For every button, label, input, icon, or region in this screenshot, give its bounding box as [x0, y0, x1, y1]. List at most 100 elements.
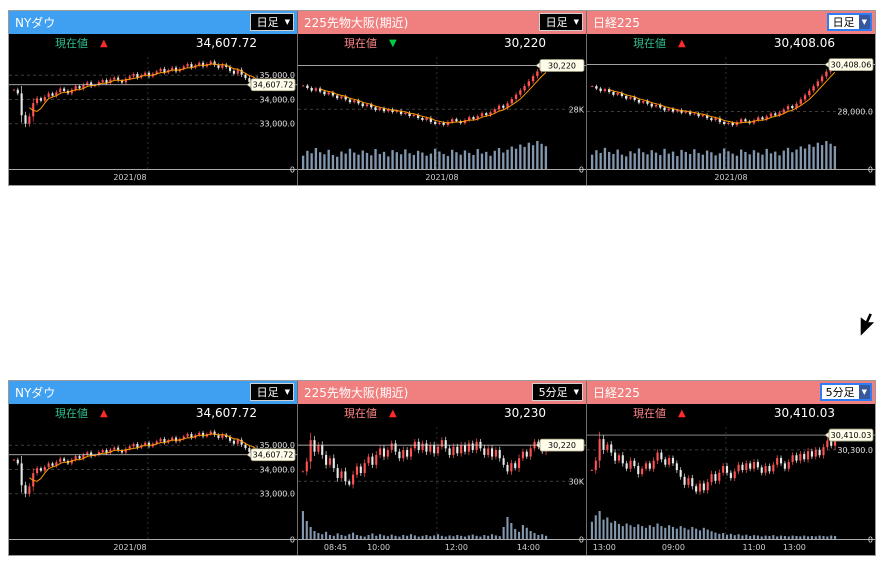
- chart-canvas[interactable]: 28,000.0 0 30,408.06 2021/08: [587, 53, 875, 185]
- svg-text:30,410.03: 30,410.03: [831, 431, 872, 440]
- sw-arrow-cursor-icon: [859, 311, 880, 339]
- current-price-value: 30,230: [504, 406, 546, 421]
- current-price-label: 現在値: [633, 37, 666, 51]
- panel-nikkei225: 日経225 5分足 ▼ 現在値 ▲ 30,410.03 30,300.0 0 30,…: [587, 381, 875, 555]
- price-volume-chart: 35,000.0 34,000.0 33,000.0 0 34,607.72 2021/0…: [9, 57, 297, 182]
- current-price-label: 現在値: [633, 407, 666, 421]
- svg-text:08:45: 08:45: [324, 543, 347, 552]
- svg-text:14:00: 14:00: [517, 543, 540, 552]
- svg-text:0: 0: [290, 536, 295, 545]
- panel-nk225-futures-osaka: 225先物大阪(期近) 日足 ▼ 現在値 ▼ 30,220 28K 0 30,220…: [298, 11, 586, 185]
- svg-text:34,000.0: 34,000.0: [259, 465, 295, 474]
- price-info-row: 現在値 ▼ 30,220: [298, 33, 586, 53]
- svg-text:30,300.0: 30,300.0: [837, 446, 873, 455]
- svg-text:0: 0: [579, 536, 584, 545]
- price-info-row: 現在値 ▲ 30,230: [298, 403, 586, 423]
- chevron-down-icon: ▼: [284, 388, 290, 397]
- panel-title: NYダウ: [15, 15, 56, 30]
- svg-text:0: 0: [579, 166, 584, 175]
- direction-triangle-icon: ▲: [678, 407, 686, 419]
- timeframe-value: 5分足: [825, 386, 855, 400]
- panel-header: 日経225 日足 ▼: [587, 11, 875, 34]
- timeframe-dropdown[interactable]: 日足 ▼: [249, 383, 294, 402]
- chevron-down-icon: ▼: [573, 388, 579, 397]
- chart-canvas[interactable]: 30,300.0 0 30,410.03 13:00 09:00 11:00 13:00: [587, 423, 875, 555]
- price-info-row: 現在値 ▲ 30,410.03: [587, 403, 875, 423]
- panel-nk225-futures-osaka: 225先物大阪(期近) 5分足 ▼ 現在値 ▲ 30,230 30K 0 30,22…: [298, 381, 586, 555]
- price-info-row: 現在値 ▲ 30,408.06: [587, 33, 875, 53]
- direction-triangle-icon: ▼: [389, 37, 397, 49]
- timeframe-dropdown[interactable]: 5分足 ▼: [819, 383, 872, 402]
- svg-text:2021/08: 2021/08: [714, 173, 747, 182]
- panel-header: 日経225 5分足 ▼: [587, 381, 875, 404]
- svg-text:30K: 30K: [569, 477, 585, 486]
- svg-text:34,607.72: 34,607.72: [253, 451, 294, 460]
- price-info-row: 現在値 ▲ 34,607.72: [9, 33, 297, 53]
- svg-text:35,000.0: 35,000.0: [259, 71, 295, 80]
- timeframe-value: 日足: [256, 386, 279, 400]
- panel-ny-dow: NYダウ 日足 ▼ 現在値 ▲ 34,607.72 35,000.0 34,000…: [9, 11, 297, 185]
- price-info-row: 現在値 ▲ 34,607.72: [9, 403, 297, 423]
- svg-text:0: 0: [868, 166, 873, 175]
- svg-text:34,000.0: 34,000.0: [259, 95, 295, 104]
- svg-text:28,000.0: 28,000.0: [837, 108, 873, 117]
- svg-text:2021/08: 2021/08: [113, 543, 146, 552]
- current-price-label: 現在値: [55, 37, 88, 51]
- svg-text:10:00: 10:00: [367, 543, 390, 552]
- panel-header: NYダウ 日足 ▼: [9, 11, 297, 34]
- panel-header: 225先物大阪(期近) 日足 ▼: [298, 11, 586, 34]
- chevron-down-icon: ▼: [573, 18, 579, 27]
- chevron-down-icon: ▼: [284, 18, 290, 27]
- panel-title: 225先物大阪(期近): [304, 385, 409, 400]
- chevron-down-icon: ▼: [858, 15, 870, 30]
- current-price-label: 現在値: [55, 407, 88, 421]
- chart-strip-bottom: NYダウ 日足 ▼ 現在値 ▲ 34,607.72 35,000.0 34,000…: [8, 380, 876, 556]
- svg-text:28K: 28K: [569, 105, 585, 114]
- direction-triangle-icon: ▲: [100, 407, 108, 419]
- svg-text:33,000.0: 33,000.0: [259, 490, 295, 499]
- svg-text:13:00: 13:00: [593, 543, 616, 552]
- panel-title: 日経225: [593, 15, 640, 30]
- svg-text:33,000.0: 33,000.0: [259, 120, 295, 129]
- panel-ny-dow: NYダウ 日足 ▼ 現在値 ▲ 34,607.72 35,000.0 34,000…: [9, 381, 297, 555]
- svg-text:0: 0: [290, 166, 295, 175]
- panel-header: 225先物大阪(期近) 5分足 ▼: [298, 381, 586, 404]
- timeframe-dropdown[interactable]: 日足 ▼: [826, 13, 872, 32]
- chart-strip-top: NYダウ 日足 ▼ 現在値 ▲ 34,607.72 35,000.0 34,000…: [8, 10, 876, 186]
- timeframe-dropdown[interactable]: 5分足 ▼: [531, 383, 583, 402]
- current-price-value: 30,410.03: [773, 406, 835, 421]
- current-price-value: 34,607.72: [195, 406, 257, 421]
- chevron-down-icon: ▼: [858, 385, 870, 400]
- price-volume-chart: 30,300.0 0 30,410.03 13:00 09:00 11:00 13:00: [587, 427, 875, 552]
- chart-canvas[interactable]: 30K 0 30,220 08:45 10:00 12:00 14:00: [298, 423, 586, 555]
- current-price-value: 30,220: [504, 36, 546, 51]
- chart-canvas[interactable]: 35,000.0 34,000.0 33,000.0 0 34,607.72 2021/0…: [9, 53, 297, 185]
- svg-text:30,408.06: 30,408.06: [831, 61, 872, 70]
- chart-canvas[interactable]: 28K 0 30,220 2021/08: [298, 53, 586, 185]
- timeframe-value: 日足: [545, 16, 568, 30]
- svg-text:30,220: 30,220: [548, 61, 576, 70]
- svg-text:0: 0: [868, 536, 873, 545]
- panel-title: NYダウ: [15, 385, 56, 400]
- timeframe-value: 日足: [256, 16, 279, 30]
- svg-text:30,220: 30,220: [548, 441, 576, 450]
- panel-header: NYダウ 日足 ▼: [9, 381, 297, 404]
- svg-text:12:00: 12:00: [445, 543, 468, 552]
- price-volume-chart: 35,000.0 34,000.0 33,000.0 0 34,607.72 2021/0…: [9, 427, 297, 552]
- price-volume-chart: 28K 0 30,220 2021/08: [298, 57, 586, 182]
- current-price-label: 現在値: [344, 37, 377, 51]
- svg-text:2021/08: 2021/08: [425, 173, 458, 182]
- direction-triangle-icon: ▲: [678, 37, 686, 49]
- panel-title: 225先物大阪(期近): [304, 15, 409, 30]
- svg-text:35,000.0: 35,000.0: [259, 441, 295, 450]
- chart-canvas[interactable]: 35,000.0 34,000.0 33,000.0 0 34,607.72 2021/0…: [9, 423, 297, 555]
- svg-text:11:00: 11:00: [743, 543, 766, 552]
- timeframe-dropdown[interactable]: 日足 ▼: [538, 13, 583, 32]
- direction-triangle-icon: ▲: [389, 407, 397, 419]
- current-price-value: 34,607.72: [195, 36, 257, 51]
- svg-text:13:00: 13:00: [783, 543, 806, 552]
- panel-nikkei225: 日経225 日足 ▼ 現在値 ▲ 30,408.06 28,000.0 0 30,4…: [587, 11, 875, 185]
- svg-text:34,607.72: 34,607.72: [253, 81, 294, 90]
- timeframe-dropdown[interactable]: 日足 ▼: [249, 13, 294, 32]
- price-volume-chart: 28,000.0 0 30,408.06 2021/08: [587, 57, 875, 182]
